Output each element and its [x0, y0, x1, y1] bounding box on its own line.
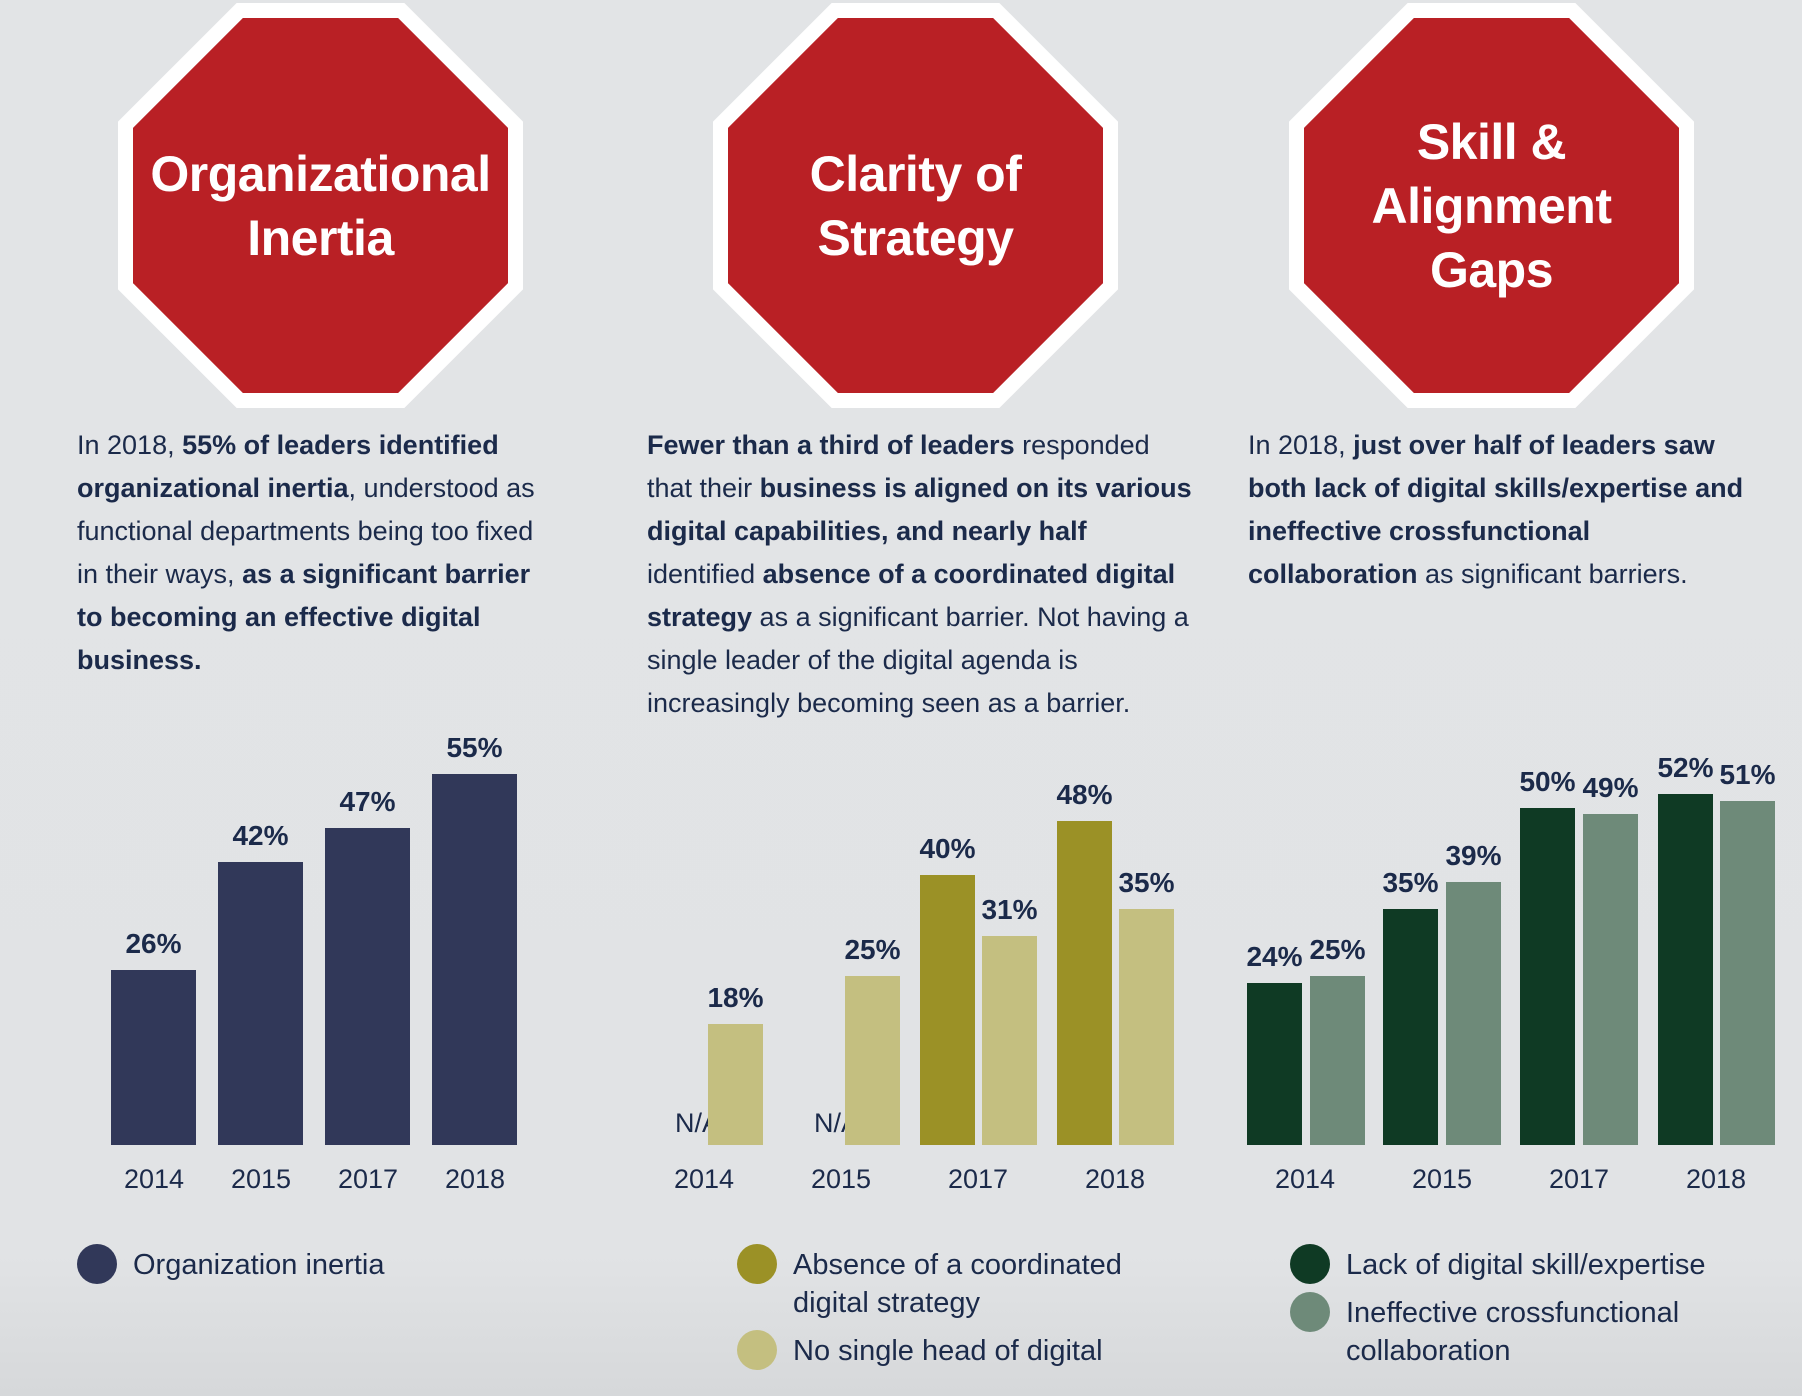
- chart-legend: Organization inertia: [77, 1244, 385, 1284]
- bar-value-label: 42%: [232, 819, 289, 851]
- legend-swatch-icon: [737, 1244, 777, 1284]
- legend-swatch-icon: [737, 1330, 777, 1370]
- year-tick-label: 2015: [1411, 1164, 1473, 1194]
- legend-item: Ineffective crossfunctional collaboratio…: [1290, 1292, 1705, 1370]
- bar: [1720, 800, 1775, 1145]
- year-tick-label: 2017: [947, 1164, 1009, 1194]
- bar: [1247, 983, 1302, 1145]
- legend-swatch-icon: [77, 1244, 117, 1284]
- bar: [1057, 821, 1112, 1145]
- legend-item: No single head of digital: [737, 1330, 1122, 1370]
- bar: [845, 976, 900, 1145]
- bar-value-label: 48%: [1056, 779, 1113, 810]
- bar: [1583, 814, 1638, 1145]
- legend-label: Organization inertia: [133, 1249, 385, 1281]
- bar-value-label: 35%: [1118, 866, 1175, 898]
- legend-swatch-icon: [1290, 1292, 1330, 1332]
- description-bold-text: Fewer than a third of leaders: [647, 430, 1015, 460]
- stop-sign-icon: Skill & Alignment Gaps: [1289, 3, 1694, 408]
- description-text: as a significant barrier. Not having a s…: [647, 602, 1189, 718]
- panel-description: Fewer than a third of leaders responded …: [647, 424, 1197, 725]
- description-bold-text: just over half of leaders saw both lack …: [1248, 430, 1744, 589]
- description-bold-text: as a significant barrier to becoming an …: [77, 559, 531, 675]
- bar: [920, 875, 975, 1145]
- bar-value-label: 35%: [1382, 866, 1439, 898]
- bar: [1383, 908, 1438, 1145]
- bar-value-label: 18%: [707, 981, 764, 1013]
- year-tick-label: 2015: [230, 1164, 292, 1194]
- description-bold-text: absence of a coordinated digital strateg…: [647, 559, 1176, 632]
- bar: [1520, 807, 1575, 1145]
- bar: [1658, 794, 1713, 1145]
- bar-value-label: 31%: [981, 893, 1038, 925]
- bar-value-label: 26%: [125, 927, 182, 959]
- bar-value-label: 47%: [339, 785, 396, 817]
- bar: [432, 773, 517, 1145]
- chart-legend: Lack of digital skill/expertise Ineffecti…: [1290, 1244, 1706, 1370]
- stop-sign-icon: Organizational Inertia: [118, 3, 523, 408]
- legend-item: Lack of digital skill/expertise: [1290, 1244, 1706, 1284]
- description-text: identified: [647, 559, 763, 589]
- bar: [325, 827, 410, 1145]
- bar: [708, 1023, 763, 1145]
- legend-item: Absence of a coordinated digital strateg…: [737, 1244, 1122, 1322]
- year-tick-label: 2014: [123, 1164, 185, 1194]
- bar-value-label: 52%: [1657, 752, 1714, 783]
- description-text: responded that their: [647, 430, 1150, 503]
- description-bold-text: business is aligned on its various digit…: [647, 473, 1192, 546]
- legend-label: Absence of a coordinated digital strateg…: [793, 1249, 1122, 1319]
- panel-title: Clarity of Strategy: [809, 145, 1022, 266]
- bar-value-label: 25%: [844, 934, 901, 966]
- legend-label: No single head of digital: [793, 1335, 1103, 1367]
- bar-value-label: 50%: [1519, 765, 1576, 797]
- description-bold-text: 55% of leaders identified organizational…: [77, 430, 499, 503]
- bar: [1119, 908, 1174, 1145]
- year-tick-label: 2018: [1685, 1164, 1747, 1194]
- description-text: as significant barriers.: [1417, 559, 1688, 589]
- legend-item: Organization inertia: [77, 1244, 385, 1284]
- description-text: , understood as functional departments b…: [77, 473, 535, 589]
- legend-label: Ineffective crossfunctional collaboratio…: [1346, 1297, 1680, 1367]
- bar-value-label: 24%: [1246, 941, 1303, 972]
- year-tick-label: 2017: [1548, 1164, 1610, 1194]
- year-tick-label: 2017: [337, 1164, 399, 1194]
- bar-value-label: 40%: [919, 833, 976, 864]
- panel-title: Organizational Inertia: [150, 145, 491, 266]
- description-text: In 2018,: [1248, 430, 1354, 460]
- legend-swatch-icon: [1290, 1244, 1330, 1284]
- year-tick-label: 2018: [444, 1164, 506, 1194]
- year-tick-label: 2018: [1084, 1164, 1146, 1194]
- bar: [1446, 881, 1501, 1145]
- year-tick-label: 2015: [810, 1164, 872, 1194]
- bar-value-label: 51%: [1719, 758, 1776, 790]
- chart-legend: Absence of a coordinated digital strateg…: [737, 1244, 1122, 1370]
- bar-value-label: 49%: [1582, 772, 1639, 804]
- legend-label: Lack of digital skill/expertise: [1346, 1249, 1706, 1281]
- year-tick-label: 2014: [673, 1164, 735, 1194]
- bar-value-label: 55%: [446, 731, 503, 763]
- year-tick-label: 2014: [1274, 1164, 1336, 1194]
- bar: [1310, 976, 1365, 1145]
- bar: [111, 969, 196, 1145]
- stop-sign-icon: Clarity of Strategy: [713, 3, 1118, 408]
- panel-description: In 2018, 55% of leaders identified organ…: [77, 424, 547, 682]
- bar: [218, 861, 303, 1145]
- panel-description: In 2018, just over half of leaders saw b…: [1248, 424, 1748, 596]
- panel-title: Skill & Alignment Gaps: [1371, 113, 1612, 298]
- bar: [982, 935, 1037, 1145]
- bar-value-label: 25%: [1309, 934, 1366, 966]
- description-text: In 2018,: [77, 430, 183, 460]
- bar-value-label: 39%: [1445, 839, 1502, 871]
